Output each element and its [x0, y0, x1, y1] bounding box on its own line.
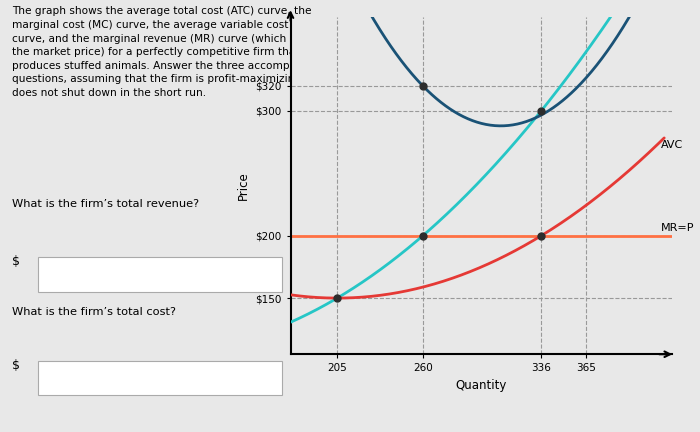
Text: $: $	[12, 255, 20, 268]
Text: AVC: AVC	[661, 140, 683, 150]
Y-axis label: Price: Price	[237, 172, 249, 200]
Text: MR=P: MR=P	[661, 223, 694, 233]
FancyBboxPatch shape	[38, 361, 282, 395]
Text: The graph shows the average total cost (ATC) curve, the
marginal cost (MC) curve: The graph shows the average total cost (…	[12, 6, 326, 98]
FancyBboxPatch shape	[38, 257, 282, 292]
Text: $: $	[12, 359, 20, 372]
Text: What is the firm’s total cost?: What is the firm’s total cost?	[12, 307, 176, 317]
X-axis label: Quantity: Quantity	[456, 379, 507, 392]
Text: What is the firm’s total revenue?: What is the firm’s total revenue?	[12, 199, 199, 209]
